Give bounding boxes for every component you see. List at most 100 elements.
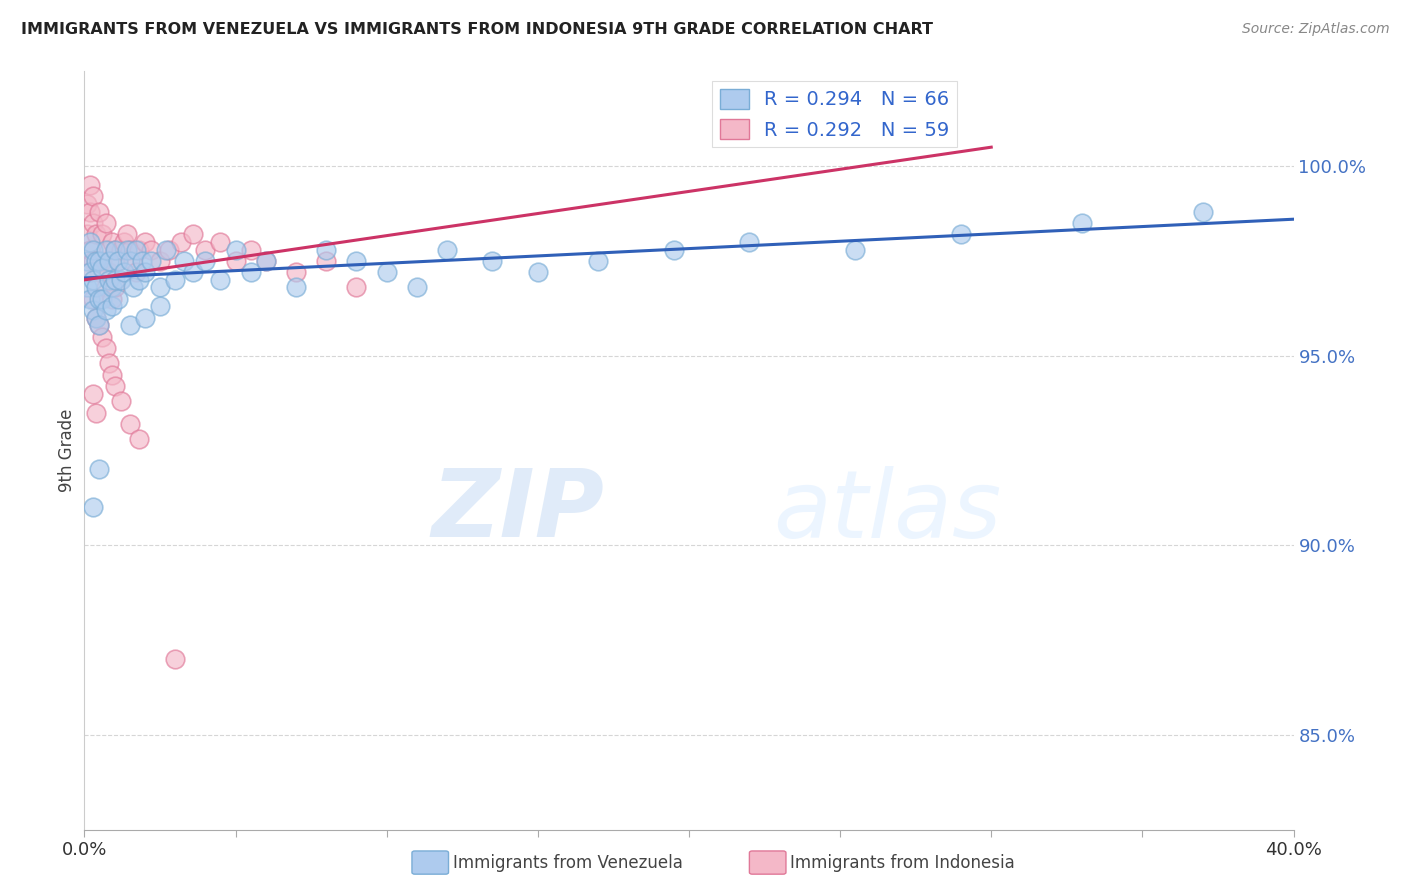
Point [91, 330, 114, 344]
Point [86, 405, 108, 419]
Point [94, 243, 117, 257]
Point [118, 417, 141, 431]
Point [170, 235, 193, 249]
Point [94, 303, 117, 318]
Point [100, 280, 122, 294]
Point [94, 341, 117, 355]
Point [194, 243, 217, 257]
Point [121, 280, 143, 294]
Text: Immigrants from Venezuela: Immigrants from Venezuela [453, 854, 682, 871]
Point [436, 243, 458, 257]
Point [346, 280, 368, 294]
Point [104, 379, 127, 393]
Point [89, 265, 111, 279]
Point [149, 253, 172, 268]
Point [165, 273, 187, 287]
Point [82, 273, 104, 287]
Point [97, 273, 120, 287]
Point [115, 243, 138, 257]
Point [112, 265, 135, 279]
Point [91, 227, 114, 242]
Point [128, 273, 150, 287]
Point [91, 261, 114, 276]
Point [134, 235, 156, 249]
Point [118, 318, 141, 333]
Point [91, 253, 114, 268]
Point [100, 292, 122, 306]
Point [285, 280, 308, 294]
Point [89, 462, 111, 476]
Text: ZIP: ZIP [432, 465, 605, 558]
Point [285, 265, 308, 279]
Point [155, 243, 177, 257]
Point [209, 273, 232, 287]
Point [107, 253, 129, 268]
Point [134, 265, 156, 279]
Point [97, 356, 120, 370]
Point [86, 310, 108, 325]
Point [315, 243, 337, 257]
Point [82, 386, 104, 401]
Point [254, 253, 277, 268]
Point [121, 253, 143, 268]
Point [1071, 216, 1094, 230]
Point [94, 280, 117, 294]
Point [104, 243, 127, 257]
Point [173, 253, 195, 268]
Point [89, 253, 111, 268]
Point [86, 253, 108, 268]
Point [89, 292, 111, 306]
Point [844, 243, 866, 257]
Point [225, 243, 247, 257]
Point [125, 265, 148, 279]
Point [118, 253, 141, 268]
Point [134, 310, 156, 325]
Point [89, 318, 111, 333]
Point [225, 253, 247, 268]
Point [100, 235, 122, 249]
Point [346, 253, 368, 268]
Point [97, 253, 120, 268]
Point [115, 227, 138, 242]
Point [107, 292, 129, 306]
Point [239, 265, 262, 279]
Point [315, 253, 337, 268]
Point [86, 227, 108, 242]
Point [82, 216, 104, 230]
Point [94, 216, 117, 230]
Point [79, 243, 101, 257]
Point [481, 253, 503, 268]
Point [662, 243, 685, 257]
Point [82, 500, 104, 515]
Y-axis label: 9th Grade: 9th Grade [58, 409, 76, 492]
Point [82, 189, 104, 203]
Point [254, 253, 277, 268]
Point [128, 432, 150, 446]
Point [97, 243, 120, 257]
Point [86, 280, 108, 294]
Point [128, 243, 150, 257]
Point [79, 265, 101, 279]
Point [1192, 204, 1215, 219]
Point [76, 197, 98, 211]
Point [139, 243, 162, 257]
Point [100, 368, 122, 382]
Point [86, 253, 108, 268]
Point [131, 253, 153, 268]
Point [110, 243, 132, 257]
Text: Immigrants from Indonesia: Immigrants from Indonesia [790, 854, 1015, 871]
Point [76, 280, 98, 294]
Point [239, 243, 262, 257]
Point [107, 253, 129, 268]
Point [110, 394, 132, 409]
Point [375, 265, 398, 279]
Point [209, 235, 232, 249]
Point [91, 292, 114, 306]
Point [181, 227, 204, 242]
Point [110, 273, 132, 287]
Point [79, 265, 101, 279]
Point [82, 303, 104, 318]
Point [82, 243, 104, 257]
Point [149, 300, 172, 314]
Point [79, 235, 101, 249]
